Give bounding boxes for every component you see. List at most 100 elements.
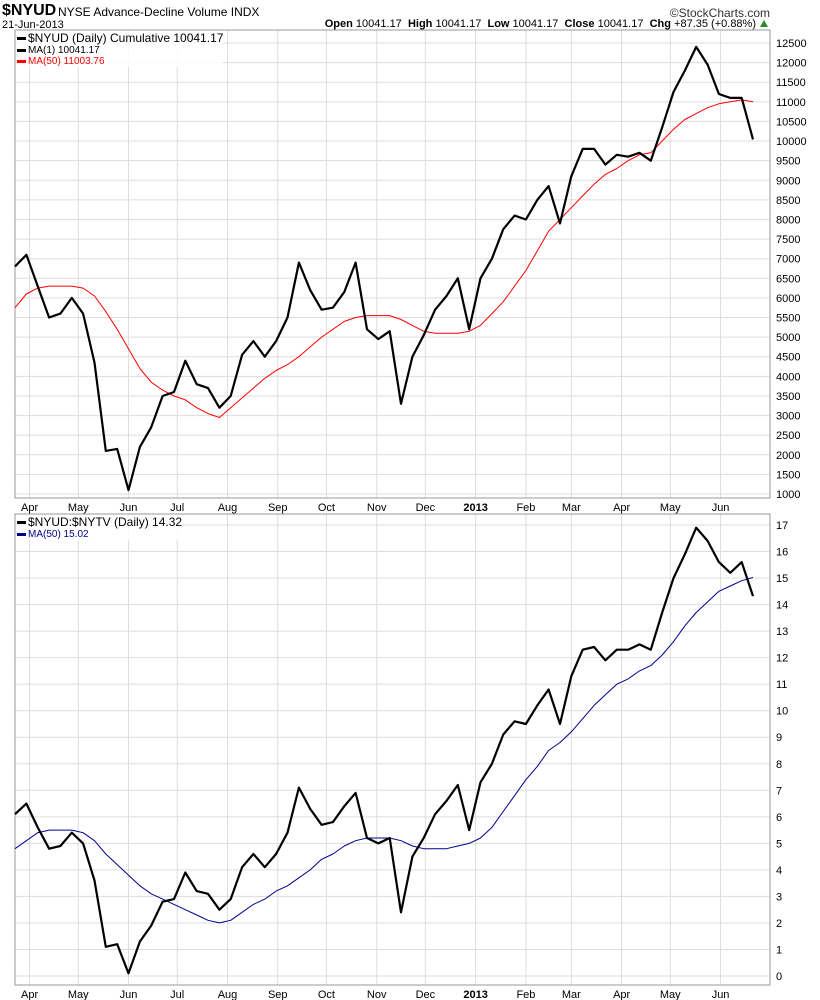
x-tick-label: Oct	[318, 502, 335, 514]
y-tick-label: 1	[776, 944, 782, 956]
plot-border	[14, 29, 771, 499]
x-tick-label: Apr	[21, 502, 38, 514]
plot-border	[14, 513, 771, 986]
legend-top: $NYUD (Daily) Cumulative 10041.17 MA(1) …	[17, 31, 224, 67]
x-tick-label: Feb	[516, 502, 535, 514]
chg-value: +87.35 (+0.88%)	[674, 18, 756, 30]
y-tick-label: 10500	[776, 116, 807, 128]
up-arrow-icon	[760, 20, 768, 27]
chg-label: Chg	[649, 18, 671, 30]
y-tick-label: 7	[776, 785, 782, 797]
close-value: 10041.17	[597, 18, 644, 30]
symbol: $NYUD	[2, 2, 57, 19]
x-tick-label: May	[660, 502, 681, 514]
y-tick-label: 3000	[776, 411, 800, 423]
legend-entry: MA(50) 15.02	[17, 529, 182, 540]
x-tick-label: Dec	[416, 989, 436, 1000]
series-line--nyud-nytv-daily-	[14, 526, 755, 975]
close-label: Close	[564, 18, 595, 30]
y-tick-label: 5000	[776, 332, 800, 344]
y-tick-label: 3500	[776, 391, 800, 403]
y-tick-label: 12500	[776, 38, 807, 50]
x-tick-label: Jun	[120, 989, 138, 1000]
x-tick-label: Sep	[268, 989, 288, 1000]
y-tick-label: 4000	[776, 371, 800, 383]
x-tick-label: Oct	[318, 989, 335, 1000]
y-tick-label: 11	[776, 679, 787, 691]
x-tick-label: Dec	[416, 502, 436, 514]
x-tick-label: Apr	[21, 989, 38, 1000]
y-tick-label: 7500	[776, 234, 800, 246]
y-tick-label: 9500	[776, 156, 800, 168]
x-tick-label: Mar	[562, 502, 581, 514]
y-tick-label: 4500	[776, 352, 800, 364]
y-tick-label: 6	[776, 812, 782, 824]
x-tick-label: Jun	[712, 502, 730, 514]
y-tick-label: 8500	[776, 195, 800, 207]
y-tick-label: 5500	[776, 313, 800, 325]
x-tick-label: Apr	[613, 989, 630, 1000]
x-tick-label: May	[660, 989, 681, 1000]
plot-frame	[14, 29, 771, 499]
x-tick-label: Sep	[268, 502, 288, 514]
index-name: NYSE Advance-Decline Volume INDX	[58, 5, 260, 19]
y-tick-label: 11500	[776, 77, 806, 89]
series-line--nyud-daily-cumulative	[14, 45, 755, 492]
x-tick-label: Nov	[367, 989, 387, 1000]
y-tick-label: 17	[776, 520, 788, 532]
series-line-ma-50-	[14, 577, 754, 924]
y-tick-label: 1500	[776, 469, 800, 481]
x-tick-label: Feb	[516, 989, 535, 1000]
x-tick-label: Nov	[367, 502, 387, 514]
x-tick-label: Mar	[562, 989, 581, 1000]
y-tick-label: 14	[776, 600, 788, 612]
legend-entry: MA(50) 11003.76	[17, 56, 223, 67]
y-tick-label: 12000	[776, 58, 807, 70]
legend-bottom: $NYUD:$NYTV (Daily) 14.32 MA(50) 15.02	[17, 515, 183, 540]
y-tick-label: 13	[776, 626, 788, 638]
y-tick-label: 9	[776, 732, 782, 744]
y-tick-label: 15	[776, 573, 788, 585]
x-tick-label: 2013	[463, 989, 487, 1000]
y-tick-label: 1000	[776, 489, 800, 501]
x-tick-label: 2013	[463, 502, 487, 514]
x-tick-label: Apr	[613, 502, 630, 514]
legend-entry: MA(1) 10041.17	[17, 45, 223, 56]
y-tick-label: 2	[776, 918, 782, 930]
x-tick-label: Jul	[170, 502, 184, 514]
legend-entry: $NYUD:$NYTV (Daily) 14.32	[17, 515, 182, 529]
y-tick-label: 8	[776, 759, 782, 771]
open-label: Open	[324, 18, 353, 30]
quote-summary: Open 10041.17 High 10041.17 Low 10041.17…	[325, 18, 756, 30]
open-value: 10041.17	[355, 18, 402, 30]
x-tick-label: Jun	[712, 989, 730, 1000]
chart-date: 21-Jun-2013	[2, 19, 64, 31]
y-tick-label: 2500	[776, 430, 800, 442]
y-tick-label: 10	[776, 706, 788, 718]
low-value: 10041.17	[512, 18, 559, 30]
y-tick-label: 0	[776, 971, 782, 983]
y-tick-label: 6000	[776, 293, 800, 305]
y-tick-label: 7000	[776, 254, 800, 266]
x-tick-label: Jun	[120, 502, 138, 514]
x-tick-label: May	[68, 502, 89, 514]
y-tick-label: 8000	[776, 214, 800, 226]
y-tick-label: 12	[776, 653, 788, 665]
legend-entry: $NYUD (Daily) Cumulative 10041.17	[17, 31, 223, 45]
y-tick-label: 9000	[776, 175, 800, 187]
high-label: High	[407, 18, 433, 30]
x-tick-label: May	[68, 989, 89, 1000]
watermark[interactable]: ©StockCharts.com	[669, 6, 770, 20]
y-tick-label: 6500	[776, 273, 800, 285]
y-tick-label: 2000	[776, 450, 800, 462]
y-tick-label: 10000	[776, 136, 807, 148]
x-tick-label: Aug	[218, 989, 238, 1000]
y-tick-label: 16	[776, 547, 788, 559]
y-tick-label: 4	[776, 865, 782, 877]
y-tick-label: 3	[776, 891, 782, 903]
y-tick-label: 11000	[776, 97, 806, 109]
x-tick-label: Jul	[170, 989, 184, 1000]
y-tick-label: 5	[776, 838, 782, 850]
series-line-ma-50-	[14, 99, 754, 418]
